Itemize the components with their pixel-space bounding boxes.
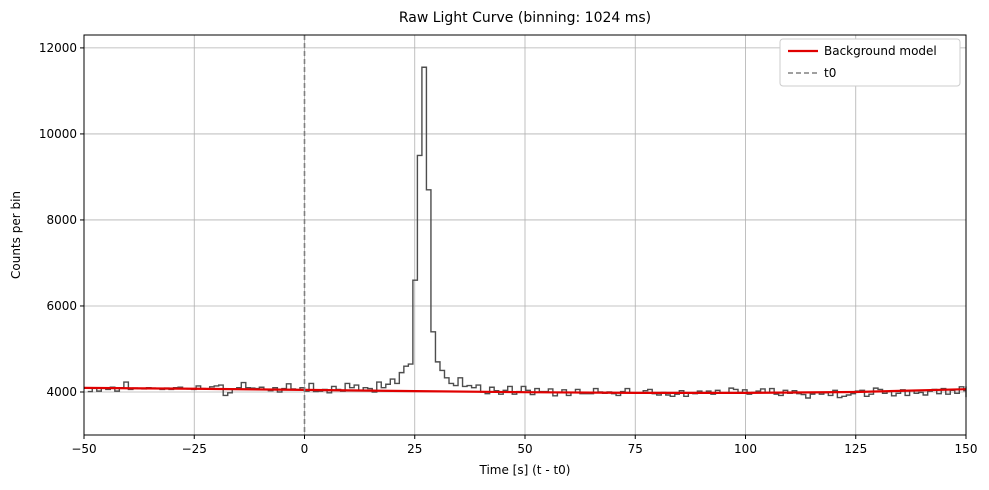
x-tick-label: 125	[844, 442, 867, 456]
x-tick-label: 75	[628, 442, 643, 456]
x-tick-label: 100	[734, 442, 757, 456]
x-tick-label: 25	[407, 442, 422, 456]
y-axis-ticks: 4000 6000 8000 10000 12000	[39, 41, 84, 399]
x-tick-label: 150	[955, 442, 978, 456]
x-tick-label: −25	[182, 442, 207, 456]
x-axis-ticks: −50 −25 0 25 50 75 100 125 150	[71, 435, 977, 456]
y-tick-label: 6000	[46, 299, 77, 313]
y-tick-label: 4000	[46, 385, 77, 399]
x-tick-label: 50	[517, 442, 532, 456]
y-axis-label: Counts per bin	[9, 191, 23, 279]
background-model-line	[83, 386, 967, 394]
legend-box	[779, 38, 961, 87]
y-tick-label: 8000	[46, 213, 77, 227]
x-tick-label: 0	[301, 442, 309, 456]
legend-label-background-model: Background model	[824, 44, 937, 58]
legend-label-t0: t0	[824, 66, 836, 80]
y-tick-label: 12000	[39, 41, 77, 55]
x-axis-label: Time [s] (t - t0)	[479, 463, 571, 477]
chart-title: Raw Light Curve (binning: 1024 ms)	[399, 10, 651, 26]
legend: Background model t0	[779, 38, 961, 87]
plot-area	[83, 35, 967, 435]
x-tick-label: −50	[71, 442, 96, 456]
y-tick-label: 10000	[39, 127, 77, 141]
